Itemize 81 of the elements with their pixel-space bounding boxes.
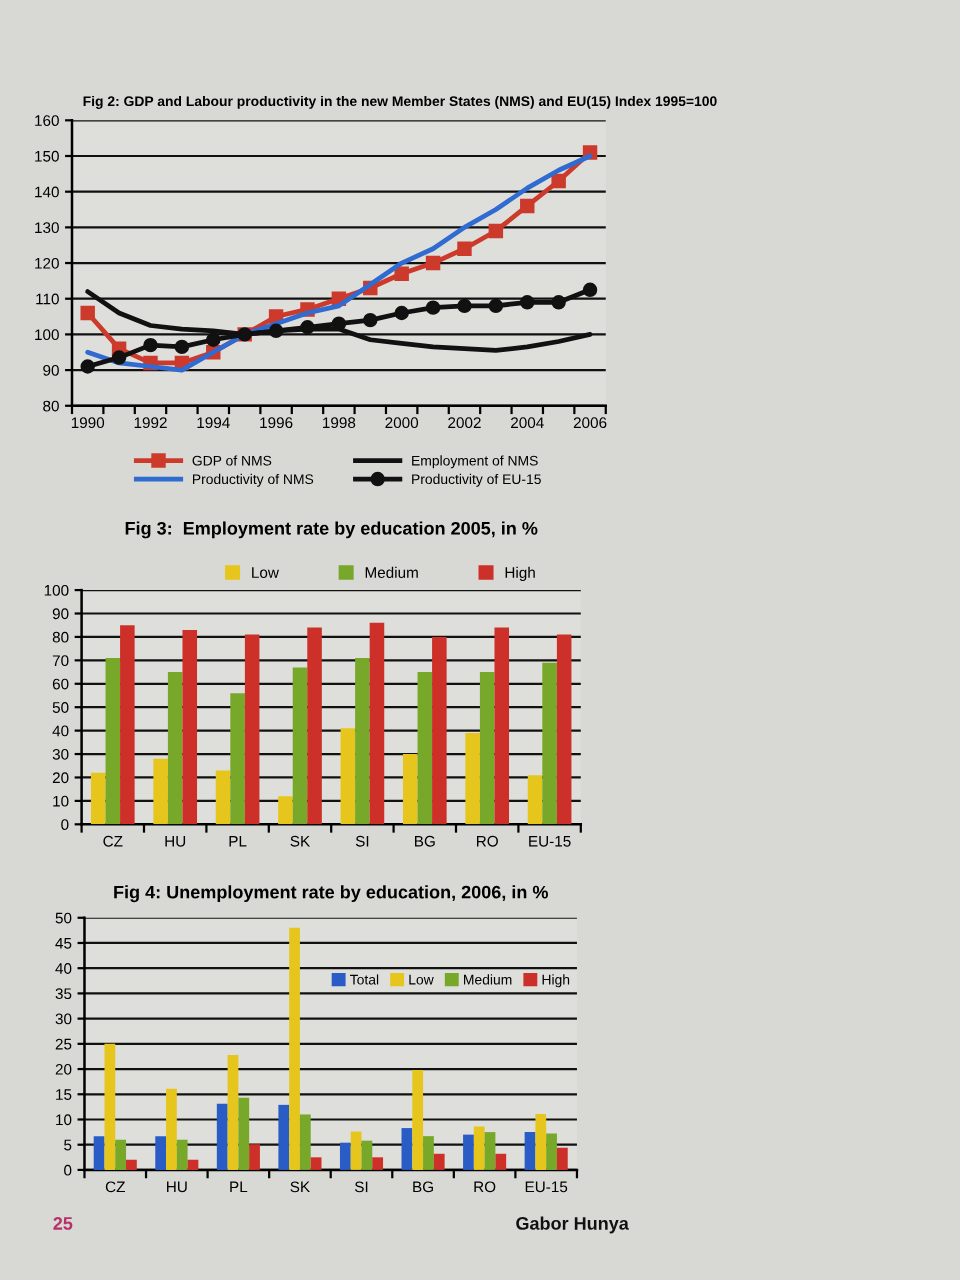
bar — [90, 772, 106, 825]
point — [363, 312, 378, 328]
bar — [465, 732, 480, 825]
bar — [556, 634, 572, 825]
point — [394, 305, 409, 321]
bar — [350, 1131, 362, 1170]
bar — [372, 1157, 384, 1170]
point — [551, 295, 566, 310]
point — [111, 350, 127, 365]
bar — [155, 1136, 167, 1170]
chart-title: Fig 4: Unemployment rate by education, 2006, in % — [114, 885, 548, 903]
bar — [187, 1159, 199, 1170]
bar — [176, 1139, 188, 1170]
bar — [412, 1070, 424, 1170]
point — [520, 295, 535, 310]
point — [457, 298, 472, 314]
bar — [153, 758, 168, 825]
bar — [307, 627, 322, 825]
bar — [479, 672, 495, 825]
bar — [463, 1134, 474, 1170]
bar — [216, 1103, 228, 1170]
bar — [238, 1097, 250, 1170]
bar — [417, 672, 433, 825]
bar — [249, 1144, 260, 1170]
bar — [227, 1054, 239, 1170]
bar — [310, 1157, 322, 1170]
bar — [535, 1113, 547, 1170]
bar — [278, 796, 293, 825]
point — [520, 198, 535, 214]
bar — [546, 1133, 557, 1170]
bar — [167, 672, 183, 825]
bar — [484, 1132, 496, 1170]
point — [551, 173, 566, 189]
point — [143, 337, 158, 353]
bar — [230, 693, 245, 825]
bar — [542, 662, 557, 825]
bar — [115, 1139, 127, 1170]
bar — [402, 754, 418, 825]
bar — [105, 658, 121, 825]
bar — [104, 1043, 116, 1170]
bar — [244, 634, 260, 825]
point — [300, 320, 315, 335]
bar — [556, 1147, 568, 1170]
bar — [289, 927, 300, 1170]
bar — [182, 629, 198, 825]
bar — [126, 1159, 137, 1170]
bar — [93, 1136, 105, 1170]
bar — [524, 1132, 536, 1170]
text: Gabor Hunya — [516, 1216, 629, 1234]
bar — [340, 728, 356, 825]
bar — [369, 622, 385, 825]
bar — [433, 1153, 445, 1170]
point — [582, 282, 598, 298]
bar — [215, 770, 231, 825]
point — [174, 339, 190, 355]
point — [80, 305, 95, 321]
bar — [494, 627, 510, 825]
bar — [355, 658, 370, 825]
point — [331, 316, 347, 331]
point — [80, 359, 95, 374]
bar — [401, 1128, 413, 1170]
point — [206, 332, 221, 347]
chart-title: Fig 3: Employment rate by education 2005, in % — [125, 521, 538, 539]
point — [488, 223, 504, 239]
bar — [473, 1126, 485, 1170]
point — [425, 300, 441, 315]
point — [488, 298, 504, 314]
bar — [120, 625, 135, 825]
point — [394, 266, 409, 281]
bar — [339, 1142, 351, 1170]
bar — [423, 1136, 434, 1170]
point — [425, 255, 441, 271]
bar — [432, 636, 447, 825]
bar — [166, 1088, 177, 1170]
bar — [292, 667, 308, 825]
bar — [361, 1140, 373, 1170]
point — [457, 241, 472, 256]
bar — [278, 1104, 290, 1170]
bar — [495, 1153, 507, 1170]
bar — [299, 1114, 311, 1170]
bar — [527, 775, 543, 825]
